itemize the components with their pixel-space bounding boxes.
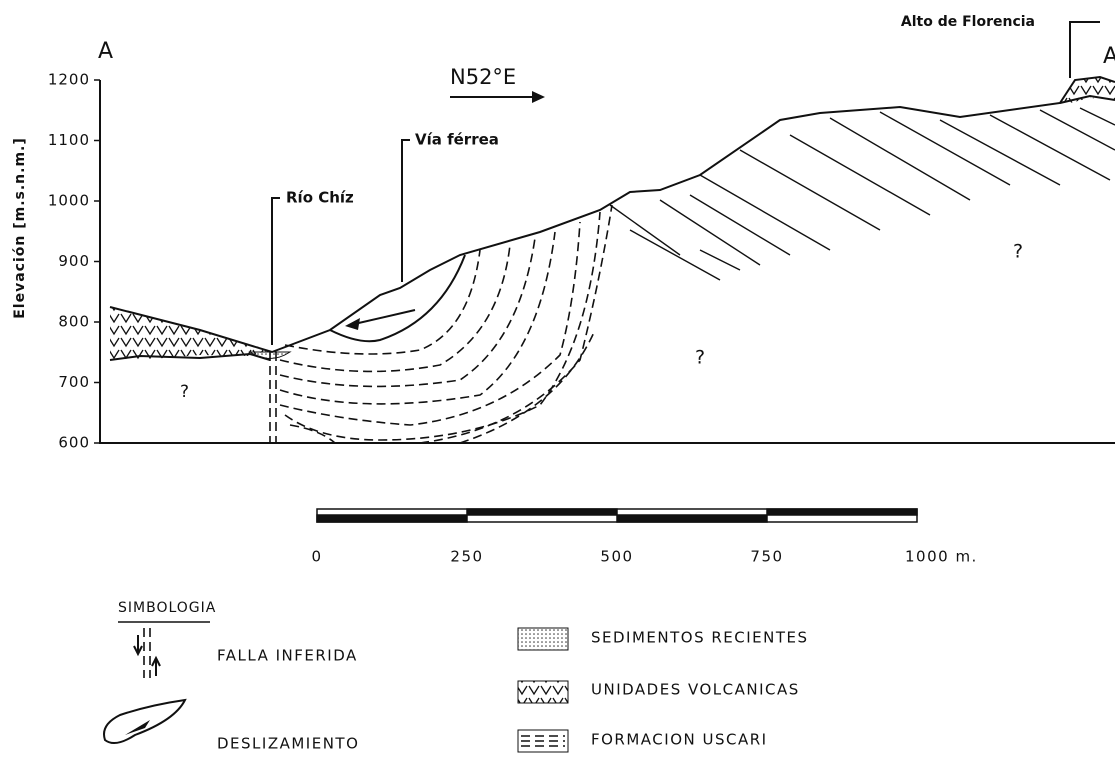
legend-item: DESLIZAMIENTO	[217, 735, 359, 753]
annotation: Vía férrea	[415, 131, 499, 149]
arrowhead	[532, 91, 545, 103]
legend-item: SEDIMENTOS RECIENTES	[591, 629, 809, 647]
landslide	[330, 255, 465, 341]
y-tick-label: 800	[58, 313, 90, 331]
pointer	[1070, 22, 1100, 78]
scale-label: 0	[311, 548, 322, 566]
scale-label: 250	[450, 548, 483, 566]
annotation: Alto de Florencia	[901, 14, 1035, 30]
uscari-folds	[280, 205, 612, 443]
direction: N52°E	[450, 65, 516, 89]
y-tick-label: 900	[58, 252, 90, 270]
unknown: ?	[180, 382, 189, 402]
section-start: A	[98, 39, 113, 64]
scale-label: 500	[600, 548, 633, 566]
hatching	[610, 108, 1115, 280]
y-tick-label: 600	[58, 434, 90, 452]
y-tick-label: 700	[58, 373, 90, 391]
axis-title: Elevación [m.s.n.m.]	[12, 137, 28, 319]
landslide-arrow	[350, 310, 415, 325]
scale-label: 750	[750, 548, 783, 566]
sediments-icon	[518, 628, 568, 650]
legend-item: UNIDADES VOLCANICAS	[591, 681, 800, 699]
uscari-icon	[518, 730, 568, 752]
y-tick-label: 1100	[48, 131, 90, 149]
y-tick-label: 1200	[48, 71, 90, 89]
arrowhead	[345, 318, 360, 330]
pointer	[272, 198, 280, 345]
fault-icon	[134, 628, 160, 678]
y-tick-label: 1000	[48, 192, 90, 210]
annotation: Río Chíz	[286, 189, 354, 207]
unknown: ?	[1013, 241, 1023, 263]
volcanic-icon	[518, 681, 568, 703]
legend-item: FORMACION USCARI	[591, 731, 768, 749]
landslide-icon	[104, 700, 185, 743]
legend-title: SIMBOLOGIA	[118, 600, 216, 616]
axis	[100, 80, 1115, 443]
cross-section: A A N52°E Elevación [m.s.n.m.] Alto de F…	[0, 0, 1115, 768]
pointer	[402, 140, 410, 282]
unknown: ?	[695, 347, 705, 369]
scale-label: 1000 m.	[905, 548, 978, 566]
scale-bar	[317, 509, 917, 522]
section-end: A	[1103, 44, 1115, 69]
legend-item: FALLA INFERIDA	[217, 647, 358, 665]
ground-profile	[110, 77, 1115, 352]
volcanic-unit	[110, 307, 270, 360]
